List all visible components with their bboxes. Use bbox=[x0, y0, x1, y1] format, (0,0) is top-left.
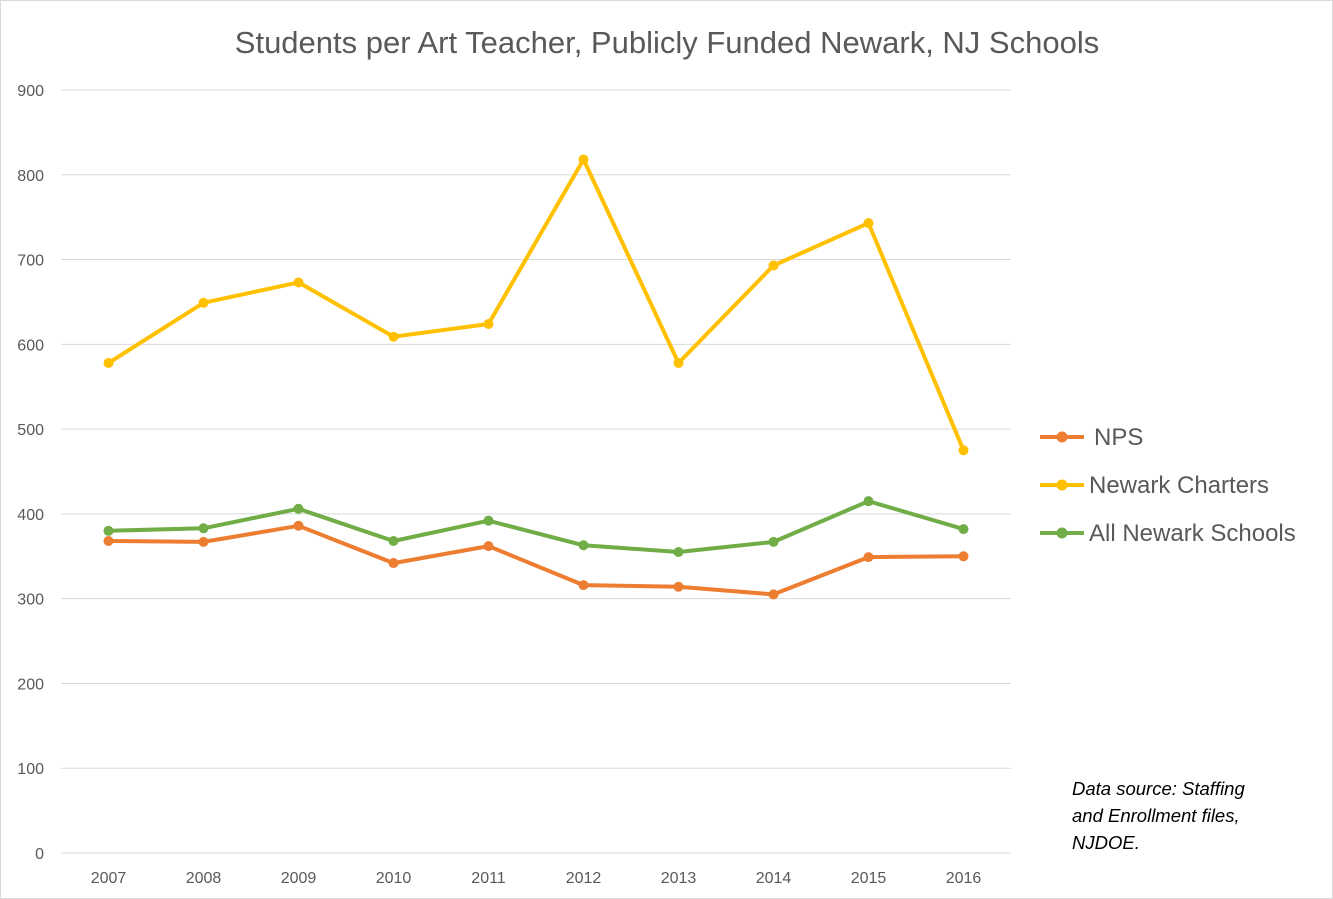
data-point bbox=[863, 218, 874, 229]
data-point bbox=[958, 551, 969, 562]
data-source-note: Data source: Staffing and Enrollment fil… bbox=[1072, 775, 1312, 856]
series-all-newark-schools bbox=[103, 496, 969, 558]
data-point bbox=[293, 503, 304, 514]
data-point bbox=[198, 297, 209, 308]
x-tick-label: 2007 bbox=[91, 870, 127, 887]
series-newark-charters bbox=[103, 154, 969, 456]
series-line bbox=[106, 157, 966, 453]
y-tick-label: 700 bbox=[17, 253, 44, 270]
y-tick-label: 0 bbox=[35, 846, 44, 863]
legend-swatch-marker bbox=[1056, 431, 1068, 443]
data-point bbox=[388, 331, 399, 342]
x-tick-label: 2013 bbox=[661, 870, 697, 887]
x-tick-label: 2014 bbox=[756, 870, 792, 887]
legend-swatch-marker bbox=[1056, 527, 1068, 539]
y-tick-label: 400 bbox=[17, 507, 44, 524]
gridlines bbox=[61, 89, 1011, 854]
legend-label: NPS bbox=[1094, 424, 1143, 451]
data-point bbox=[578, 540, 589, 551]
data-point bbox=[768, 589, 779, 600]
data-point bbox=[673, 357, 684, 368]
legend: NPS Newark Charters All Newark Schools bbox=[1040, 424, 1296, 547]
legend-label: Newark Charters bbox=[1089, 472, 1269, 499]
x-tick-label: 2008 bbox=[186, 870, 222, 887]
data-point bbox=[103, 525, 114, 536]
data-point bbox=[958, 445, 969, 456]
legend-swatch-marker bbox=[1056, 479, 1068, 491]
series-line bbox=[106, 499, 966, 554]
y-tick-label: 300 bbox=[17, 592, 44, 609]
legend-label: All Newark Schools bbox=[1089, 520, 1296, 547]
data-point bbox=[483, 318, 494, 329]
data-point bbox=[103, 357, 114, 368]
x-tick-label: 2012 bbox=[566, 870, 602, 887]
source-note-line: and Enrollment files, bbox=[1072, 805, 1240, 826]
data-point bbox=[768, 536, 779, 547]
y-tick-label: 200 bbox=[17, 676, 44, 693]
data-point bbox=[958, 524, 969, 535]
series-nps bbox=[103, 520, 969, 600]
series-line bbox=[106, 523, 966, 597]
legend-entry: Newark Charters bbox=[1040, 472, 1269, 499]
y-tick-label: 900 bbox=[17, 83, 44, 100]
data-point bbox=[198, 523, 209, 534]
data-point bbox=[673, 547, 684, 558]
data-point bbox=[863, 552, 874, 563]
data-point bbox=[673, 581, 684, 592]
data-series bbox=[103, 154, 969, 600]
data-point bbox=[578, 154, 589, 165]
source-note-line: Data source: Staffing bbox=[1072, 778, 1245, 799]
data-point bbox=[863, 496, 874, 507]
x-tick-label: 2016 bbox=[946, 870, 982, 887]
x-tick-label: 2015 bbox=[851, 870, 887, 887]
data-point bbox=[388, 558, 399, 569]
data-point bbox=[293, 520, 304, 531]
y-tick-label: 600 bbox=[17, 337, 44, 354]
legend-entry: All Newark Schools bbox=[1040, 520, 1296, 547]
data-point bbox=[103, 536, 114, 547]
data-point bbox=[483, 515, 494, 526]
chart-title: Students per Art Teacher, Publicly Funde… bbox=[235, 25, 1099, 60]
y-tick-label: 500 bbox=[17, 422, 44, 439]
x-tick-label: 2011 bbox=[471, 870, 506, 887]
data-point bbox=[198, 536, 209, 547]
data-point bbox=[578, 580, 589, 591]
data-point bbox=[293, 277, 304, 288]
x-tick-label: 2010 bbox=[376, 870, 412, 887]
y-axis-tick-labels: 0 100 200 300 400 500 600 700 800 900 bbox=[17, 83, 44, 863]
data-point bbox=[388, 536, 399, 547]
data-point bbox=[483, 541, 494, 552]
x-tick-label: 2009 bbox=[281, 870, 317, 887]
x-axis-tick-labels: 2007 2008 2009 2010 2011 2012 2013 2014 2015 2016 bbox=[91, 870, 982, 887]
y-tick-label: 100 bbox=[17, 761, 44, 778]
source-note-line: NJDOE. bbox=[1072, 832, 1140, 853]
data-point bbox=[768, 260, 779, 271]
legend-entry: NPS bbox=[1040, 424, 1143, 451]
y-tick-label: 800 bbox=[17, 168, 44, 185]
